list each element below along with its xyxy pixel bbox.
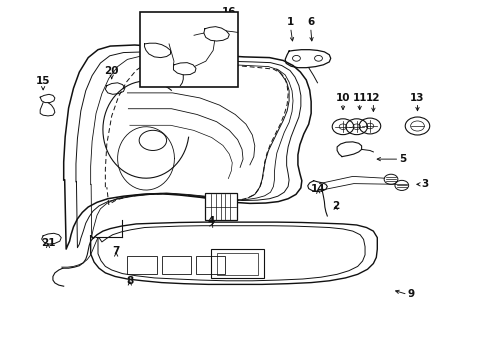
- Text: 16: 16: [222, 7, 237, 17]
- Text: 8: 8: [126, 276, 133, 286]
- Text: 12: 12: [366, 93, 381, 103]
- Text: 13: 13: [410, 93, 425, 103]
- Text: 10: 10: [336, 93, 350, 103]
- Text: 14: 14: [311, 184, 326, 194]
- Text: 3: 3: [421, 179, 429, 189]
- Text: 17: 17: [203, 28, 218, 38]
- Text: 1: 1: [287, 17, 294, 27]
- Bar: [211, 249, 264, 278]
- Text: 11: 11: [352, 93, 367, 103]
- Text: 4: 4: [208, 216, 216, 226]
- Text: 5: 5: [399, 154, 407, 164]
- Text: 2: 2: [332, 201, 339, 211]
- Bar: [127, 256, 157, 274]
- Bar: [162, 256, 191, 274]
- Bar: [140, 12, 238, 87]
- Text: 18: 18: [185, 62, 200, 72]
- Text: 9: 9: [408, 289, 415, 300]
- Text: 21: 21: [41, 238, 55, 248]
- Text: 7: 7: [112, 246, 120, 256]
- Bar: [196, 256, 225, 274]
- Bar: [217, 253, 258, 275]
- Text: 19: 19: [163, 35, 178, 45]
- Text: 6: 6: [307, 17, 314, 27]
- Text: 20: 20: [104, 66, 119, 76]
- Bar: [205, 193, 237, 220]
- Text: 15: 15: [36, 76, 50, 86]
